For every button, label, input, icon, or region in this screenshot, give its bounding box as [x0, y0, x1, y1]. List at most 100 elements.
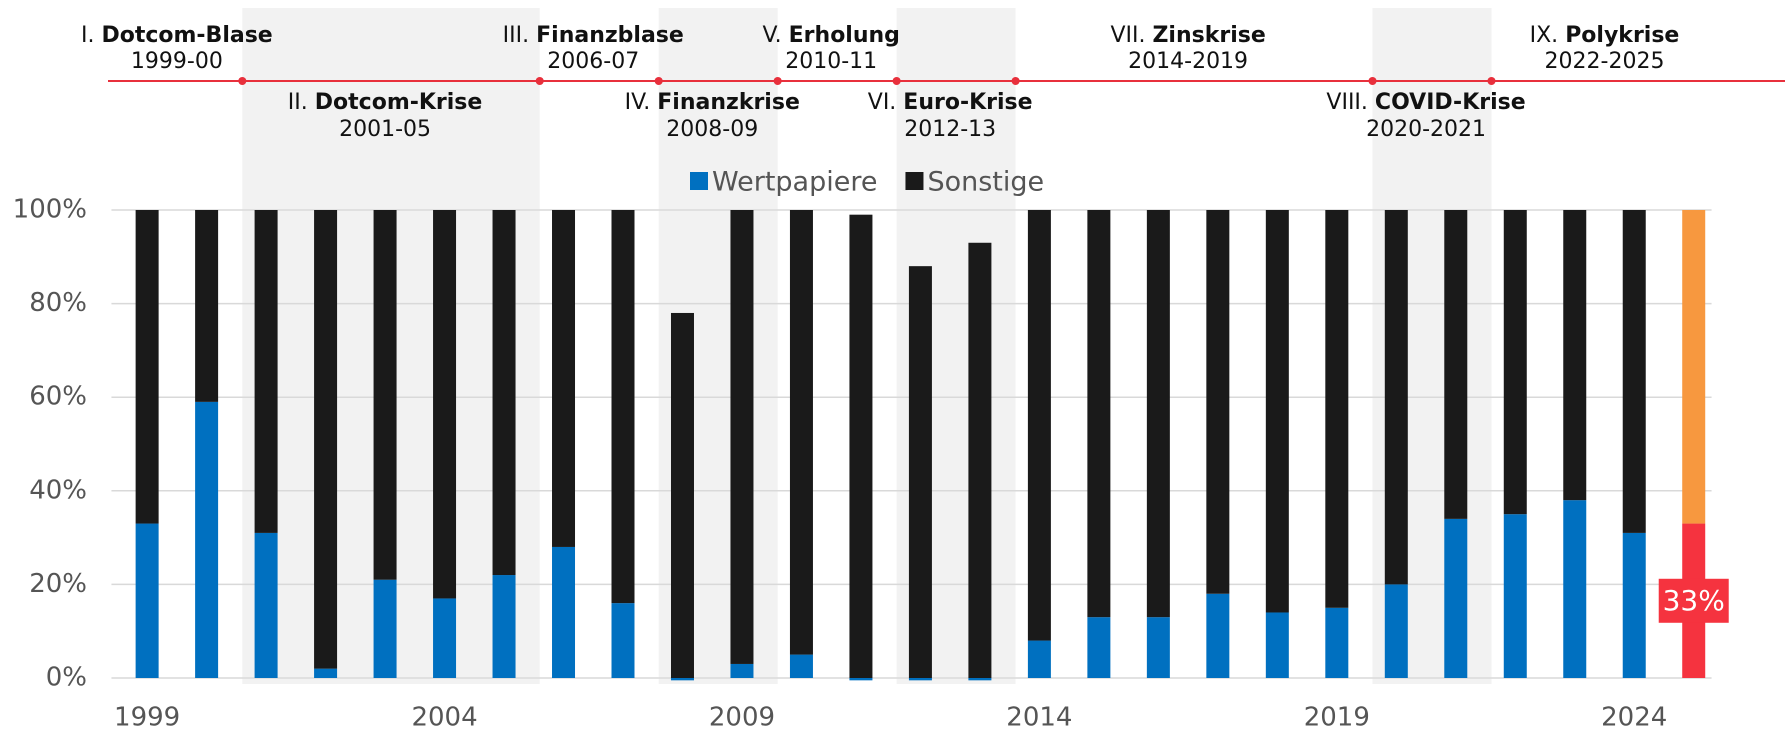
- bar-segment: [968, 678, 992, 681]
- y-tick-label: 60%: [29, 382, 87, 412]
- timeline-dot: [1487, 77, 1496, 85]
- period-years: 2001-05: [339, 117, 431, 142]
- timeline-dot: [238, 77, 247, 85]
- bar-segment: [1563, 500, 1587, 678]
- y-tick-label: 80%: [29, 288, 87, 318]
- bar-segment: [1027, 640, 1051, 678]
- period-years: 2022-2025: [1545, 49, 1665, 74]
- period-numeral: V.: [762, 23, 781, 48]
- timeline-dot: [773, 77, 782, 85]
- period-years: 2010-11: [785, 49, 877, 74]
- period-title: VII. Zinskrise: [1110, 23, 1265, 48]
- bar-segment: [1622, 210, 1646, 533]
- bar-segment: [254, 210, 278, 533]
- bar-segment: [552, 210, 576, 547]
- bar-segment: [1325, 210, 1349, 608]
- period-title: VIII. COVID-Krise: [1326, 90, 1525, 115]
- timeline-dot: [1011, 77, 1020, 85]
- bar-segment: [1503, 514, 1527, 678]
- bar-segment: [1622, 532, 1646, 678]
- period-title: IV. Finanzkrise: [625, 90, 800, 115]
- period-name: Dotcom-Krise: [315, 90, 483, 115]
- period-numeral: I.: [81, 23, 94, 48]
- period-years: 1999-00: [131, 49, 223, 74]
- bar-segment: [730, 663, 754, 678]
- period-name: Erholung: [789, 23, 900, 48]
- period-title: II. Dotcom-Krise: [288, 90, 483, 115]
- bar-segment: [1146, 210, 1170, 618]
- x-tick-label: 2024: [1601, 703, 1667, 733]
- period-name: Finanzblase: [536, 23, 684, 48]
- period-title: IX. Polykrise: [1530, 23, 1680, 48]
- shading-layer: [242, 8, 1492, 684]
- bar-segment: [1206, 593, 1230, 678]
- bar-segment: [1444, 518, 1468, 678]
- x-tick-label: 2004: [411, 703, 477, 733]
- period-years: 2006-07: [547, 49, 639, 74]
- legend-label: Wertpapiere: [712, 167, 877, 198]
- y-tick-label: 40%: [29, 475, 87, 505]
- bar-segment: [1444, 210, 1468, 519]
- timeline-dot: [535, 77, 544, 85]
- bar-segment: [908, 266, 932, 678]
- bar-segment: [433, 210, 457, 599]
- bar-segment: [492, 575, 516, 678]
- bar-segment: [1682, 210, 1706, 524]
- bar-segment: [1087, 617, 1111, 678]
- period-name: Zinskrise: [1152, 23, 1265, 48]
- bar-segment: [789, 210, 813, 655]
- bar-segment: [433, 598, 457, 678]
- period-name: COVID-Krise: [1375, 90, 1526, 115]
- period-title: III. Finanzblase: [503, 23, 684, 48]
- period-name: Polykrise: [1565, 23, 1679, 48]
- bar-segment: [670, 678, 694, 681]
- period-years: 2014-2019: [1128, 49, 1248, 74]
- value-label-box: [1658, 578, 1729, 623]
- bar-segment: [195, 210, 219, 402]
- bar-segment: [611, 210, 635, 604]
- y-tick-label: 20%: [29, 569, 87, 599]
- value-label: 33%: [1663, 584, 1725, 617]
- bar-segment: [492, 210, 516, 576]
- bar-segment: [849, 678, 873, 681]
- bar-segment: [1027, 210, 1051, 641]
- period-numeral: VI.: [868, 90, 897, 115]
- period-years: 2012-13: [904, 117, 996, 142]
- timeline-dot: [892, 77, 901, 85]
- bar-segment: [1087, 210, 1111, 618]
- period-numeral: IV.: [625, 90, 651, 115]
- timeline-dot: [1368, 77, 1377, 85]
- period-numeral: VII.: [1110, 23, 1145, 48]
- period-numeral: III.: [503, 23, 529, 48]
- bar-segment: [254, 532, 278, 678]
- period-numeral: IX.: [1530, 23, 1559, 48]
- bar-segment: [195, 401, 219, 678]
- bar-segment: [849, 214, 873, 678]
- period-name: Euro-Krise: [903, 90, 1032, 115]
- period-years: 2020-2021: [1366, 117, 1486, 142]
- bar-segment: [314, 668, 338, 678]
- x-tick-label: 2014: [1006, 703, 1072, 733]
- bar-segment: [730, 210, 754, 664]
- bar-segment: [908, 678, 932, 681]
- bar-segment: [1563, 210, 1587, 501]
- period-years: 2008-09: [666, 117, 758, 142]
- bar-segment: [1325, 607, 1349, 678]
- bar-segment: [135, 523, 159, 678]
- legend-label: Sonstige: [927, 167, 1044, 198]
- bar-segment: [789, 654, 813, 678]
- legend-swatch: [690, 172, 708, 190]
- legend-swatch: [905, 172, 924, 190]
- bar-segment: [1384, 584, 1408, 678]
- bar-segment: [1265, 210, 1289, 613]
- period-name: Dotcom-Blase: [101, 23, 272, 48]
- period-name: Finanzkrise: [657, 90, 800, 115]
- timeline-dot: [654, 77, 663, 85]
- bar-segment: [373, 579, 397, 678]
- bar-segment: [314, 210, 338, 669]
- bar-segment: [1384, 210, 1408, 585]
- period-numeral: VIII.: [1326, 90, 1368, 115]
- bars-layer: 33%: [135, 210, 1729, 681]
- period-numeral: II.: [288, 90, 308, 115]
